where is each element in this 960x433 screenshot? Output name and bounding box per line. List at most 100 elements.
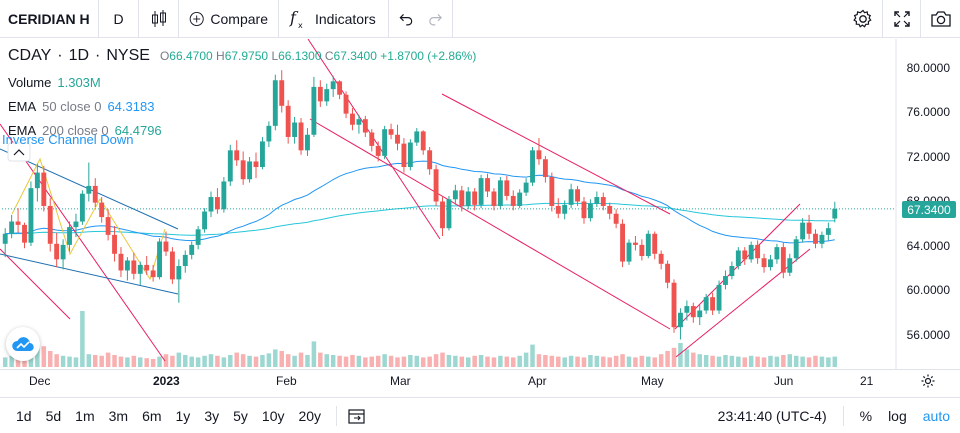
range-1y-button[interactable]: 1y xyxy=(175,407,191,424)
volume-bar xyxy=(639,355,645,367)
ema50-line xyxy=(5,160,835,244)
channel-line xyxy=(309,118,671,330)
candle-body xyxy=(356,119,362,125)
volume-bar xyxy=(729,355,735,367)
candle-body xyxy=(671,282,677,328)
volume-bar xyxy=(813,355,818,367)
volume-bar xyxy=(292,355,297,367)
candle-body xyxy=(157,241,162,278)
volume-bar xyxy=(768,355,773,367)
candle-body xyxy=(253,161,259,168)
candle-body xyxy=(613,213,619,224)
open-label: O xyxy=(159,49,170,63)
range-1d-button[interactable]: 1d xyxy=(16,407,32,424)
ema50-label: EMA xyxy=(8,98,37,114)
volume-bar xyxy=(485,356,490,367)
settings-button[interactable] xyxy=(844,0,882,38)
volume-bar xyxy=(215,355,220,367)
high-value: 67.9750 xyxy=(224,49,269,63)
close-value: 67.3400 xyxy=(333,49,377,63)
volume-bar xyxy=(703,355,709,367)
chevron-up-icon xyxy=(13,149,25,156)
fullscreen-button[interactable] xyxy=(882,0,920,38)
date-range-icon[interactable] xyxy=(347,407,367,425)
price-chart[interactable] xyxy=(0,39,960,369)
candle-body xyxy=(189,244,195,255)
time-axis[interactable]: Dec 2023 Feb Mar Apr May Jun 21 xyxy=(0,369,960,391)
candle-body xyxy=(311,86,317,135)
candle-body xyxy=(292,122,298,137)
auto-scale-button[interactable]: auto xyxy=(922,408,950,424)
candle-body xyxy=(819,234,825,244)
high-label: H xyxy=(216,49,225,63)
candle-body xyxy=(761,258,767,268)
volume-bar xyxy=(588,355,593,367)
ema50-legend[interactable]: EMA 50 close 0 64.3183 xyxy=(8,94,476,118)
volume-bar xyxy=(459,356,465,367)
plus-circle-icon xyxy=(189,11,204,26)
undo-icon[interactable] xyxy=(399,12,414,26)
volume-bar xyxy=(330,355,336,367)
interval-button[interactable]: D xyxy=(99,0,139,38)
compare-button[interactable]: Compare xyxy=(179,0,279,38)
low-value: 66.1300 xyxy=(278,49,322,63)
range-10y-button[interactable]: 10y xyxy=(261,407,285,424)
volume-bar xyxy=(144,358,149,367)
redo-icon[interactable] xyxy=(428,12,443,26)
candle-body xyxy=(362,119,368,133)
candle-body xyxy=(523,182,529,193)
ema200-legend[interactable]: EMA 200 close 0 64.4796 xyxy=(8,118,476,142)
legend-ohlc: O66.4700 H67.9750 L66.1300 C67.3400 +1.8… xyxy=(160,49,476,63)
candle-body xyxy=(491,191,497,206)
volume-legend[interactable]: Volume 1.303M xyxy=(8,70,476,94)
clock-display[interactable]: 23:41:40 (UTC-4) xyxy=(717,408,827,424)
candles-icon xyxy=(151,9,166,27)
ideas-button[interactable] xyxy=(6,327,40,361)
volume-bar xyxy=(453,355,458,367)
legend-collapse-button[interactable] xyxy=(7,142,31,162)
range-6m-button[interactable]: 6m xyxy=(142,407,162,424)
snapshot-button[interactable] xyxy=(920,0,960,38)
log-scale-button[interactable]: log xyxy=(888,408,907,424)
volume-bar xyxy=(80,311,85,367)
indicators-button[interactable]: f x Indicators xyxy=(279,0,389,38)
candle-body xyxy=(626,242,632,262)
volume-bar xyxy=(594,355,600,367)
candle-body xyxy=(652,233,658,254)
volume-bar xyxy=(170,355,175,367)
low-label: L xyxy=(271,49,279,63)
range-1m-button[interactable]: 1m xyxy=(75,407,95,424)
percent-scale-button[interactable]: % xyxy=(859,408,873,424)
ema200-line xyxy=(5,202,835,236)
volume-bar xyxy=(607,357,612,367)
volume-bar xyxy=(568,355,574,367)
candle-body xyxy=(780,247,786,273)
channel-line xyxy=(441,93,671,215)
legend-interval: 1D xyxy=(68,47,90,64)
range-20y-button[interactable]: 20y xyxy=(298,407,322,424)
volume-bar xyxy=(131,355,137,367)
volume-bar xyxy=(581,357,587,367)
candle-body xyxy=(594,197,600,204)
candle-body xyxy=(755,244,761,259)
legend-symbol[interactable]: CDAY xyxy=(8,47,52,64)
channel-drawing-label[interactable]: Inverse Channel Down xyxy=(2,132,134,147)
candle-body xyxy=(124,260,130,271)
range-5d-button[interactable]: 5d xyxy=(45,407,62,424)
svg-text:x: x xyxy=(298,21,303,30)
volume-bar xyxy=(350,355,355,367)
symbol-search-button[interactable]: CERIDIAN H xyxy=(0,0,99,38)
axis-settings-icon[interactable] xyxy=(920,373,936,389)
chart-type-button[interactable] xyxy=(139,0,179,38)
range-5y-button[interactable]: 5y xyxy=(233,407,248,424)
candle-body xyxy=(832,208,838,219)
range-3m-button[interactable]: 3m xyxy=(108,407,129,424)
candle-body xyxy=(581,201,587,219)
volume-bar xyxy=(671,347,677,367)
volume-bar xyxy=(324,354,330,367)
range-3y-button[interactable]: 3y xyxy=(204,407,220,424)
volume-bar xyxy=(41,346,47,367)
candle-body xyxy=(735,250,741,267)
volume-bar xyxy=(260,355,265,367)
price-tick: 64.0000 xyxy=(906,239,950,253)
